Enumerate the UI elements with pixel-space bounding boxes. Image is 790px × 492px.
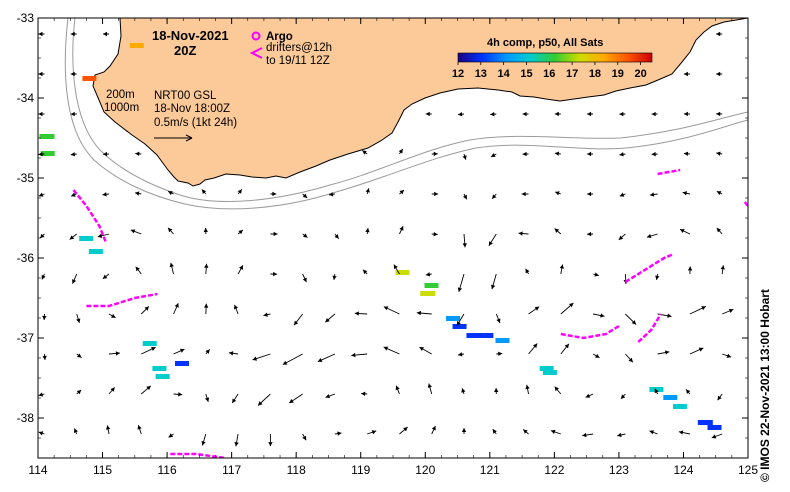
isobath-1000m bbox=[64, 18, 748, 210]
lon-tick-label: 117 bbox=[222, 463, 241, 477]
colorbar-ticks: 12 13 14 15 16 17 18 19 20 bbox=[452, 62, 647, 80]
colorbar-tick-label: 19 bbox=[612, 68, 624, 80]
contour-1000m-label: 1000m bbox=[104, 102, 139, 114]
lat-tick-label: -36 bbox=[17, 251, 35, 265]
sst-patches bbox=[39, 43, 722, 430]
argo-label: Argo bbox=[266, 31, 293, 43]
lat-tick-label: -38 bbox=[17, 411, 35, 425]
lat-tick-label: -34 bbox=[17, 91, 35, 105]
colorbar bbox=[457, 52, 653, 63]
current-vectors bbox=[38, 31, 734, 447]
drifter-marker-icon bbox=[249, 47, 263, 59]
lon-tick-label: 125 bbox=[738, 463, 758, 477]
product-name: NRT00 GSL bbox=[154, 90, 217, 102]
lon-tick-label: 116 bbox=[158, 463, 177, 477]
argo-marker-icon bbox=[251, 31, 261, 41]
lon-tick-label: 119 bbox=[351, 463, 370, 477]
lon-tick-label: 115 bbox=[93, 463, 112, 477]
lon-tick-label: 123 bbox=[609, 463, 629, 477]
product-time: 18-Nov 18:00Z bbox=[154, 103, 230, 115]
lat-tick-label: -35 bbox=[17, 171, 35, 185]
colorbar-tick-label: 16 bbox=[543, 68, 555, 80]
isobath-200m bbox=[72, 18, 748, 202]
colorbar-tick-label: 13 bbox=[475, 68, 487, 80]
vector-scale-arrowhead bbox=[185, 134, 193, 142]
colorbar-tick-label: 17 bbox=[566, 68, 578, 80]
drifters-label-line2: to 19/11 12Z bbox=[266, 55, 330, 67]
colorbar-title: 4h comp, p50, All Sats bbox=[487, 37, 603, 49]
lat-tick-label: -37 bbox=[17, 331, 35, 345]
vector-scale-label: 0.5m/s (1kt 24h) bbox=[154, 117, 237, 129]
map-time: 20Z bbox=[174, 43, 196, 58]
colorbar-tick-label: 12 bbox=[452, 68, 464, 80]
drifters-label-line1: drifters@12h bbox=[266, 42, 332, 54]
map-axes: 114 115 116 117 118 119 120 121 122 123 124 125 -33 -… bbox=[17, 11, 759, 477]
colorbar-tick-label: 20 bbox=[634, 68, 646, 80]
lon-tick-label: 114 bbox=[28, 463, 47, 477]
lon-tick-label: 121 bbox=[480, 463, 500, 477]
contour-200m-label: 200m bbox=[106, 89, 135, 101]
colorbar-tick-label: 14 bbox=[498, 68, 511, 80]
lon-tick-label: 122 bbox=[544, 463, 564, 477]
map-date: 18-Nov-2021 bbox=[152, 28, 229, 43]
lon-tick-label: 124 bbox=[673, 463, 693, 477]
lon-tick-label: 118 bbox=[287, 463, 306, 477]
credit-text: © IMOS 22-Nov-2021 13:00 Hobart bbox=[758, 289, 772, 482]
lon-tick-label: 120 bbox=[415, 463, 435, 477]
colorbar-tick-label: 15 bbox=[520, 68, 532, 80]
drifter-tracks bbox=[72, 168, 748, 458]
colorbar-tick-label: 18 bbox=[589, 68, 601, 80]
lat-tick-label: -33 bbox=[17, 11, 35, 25]
